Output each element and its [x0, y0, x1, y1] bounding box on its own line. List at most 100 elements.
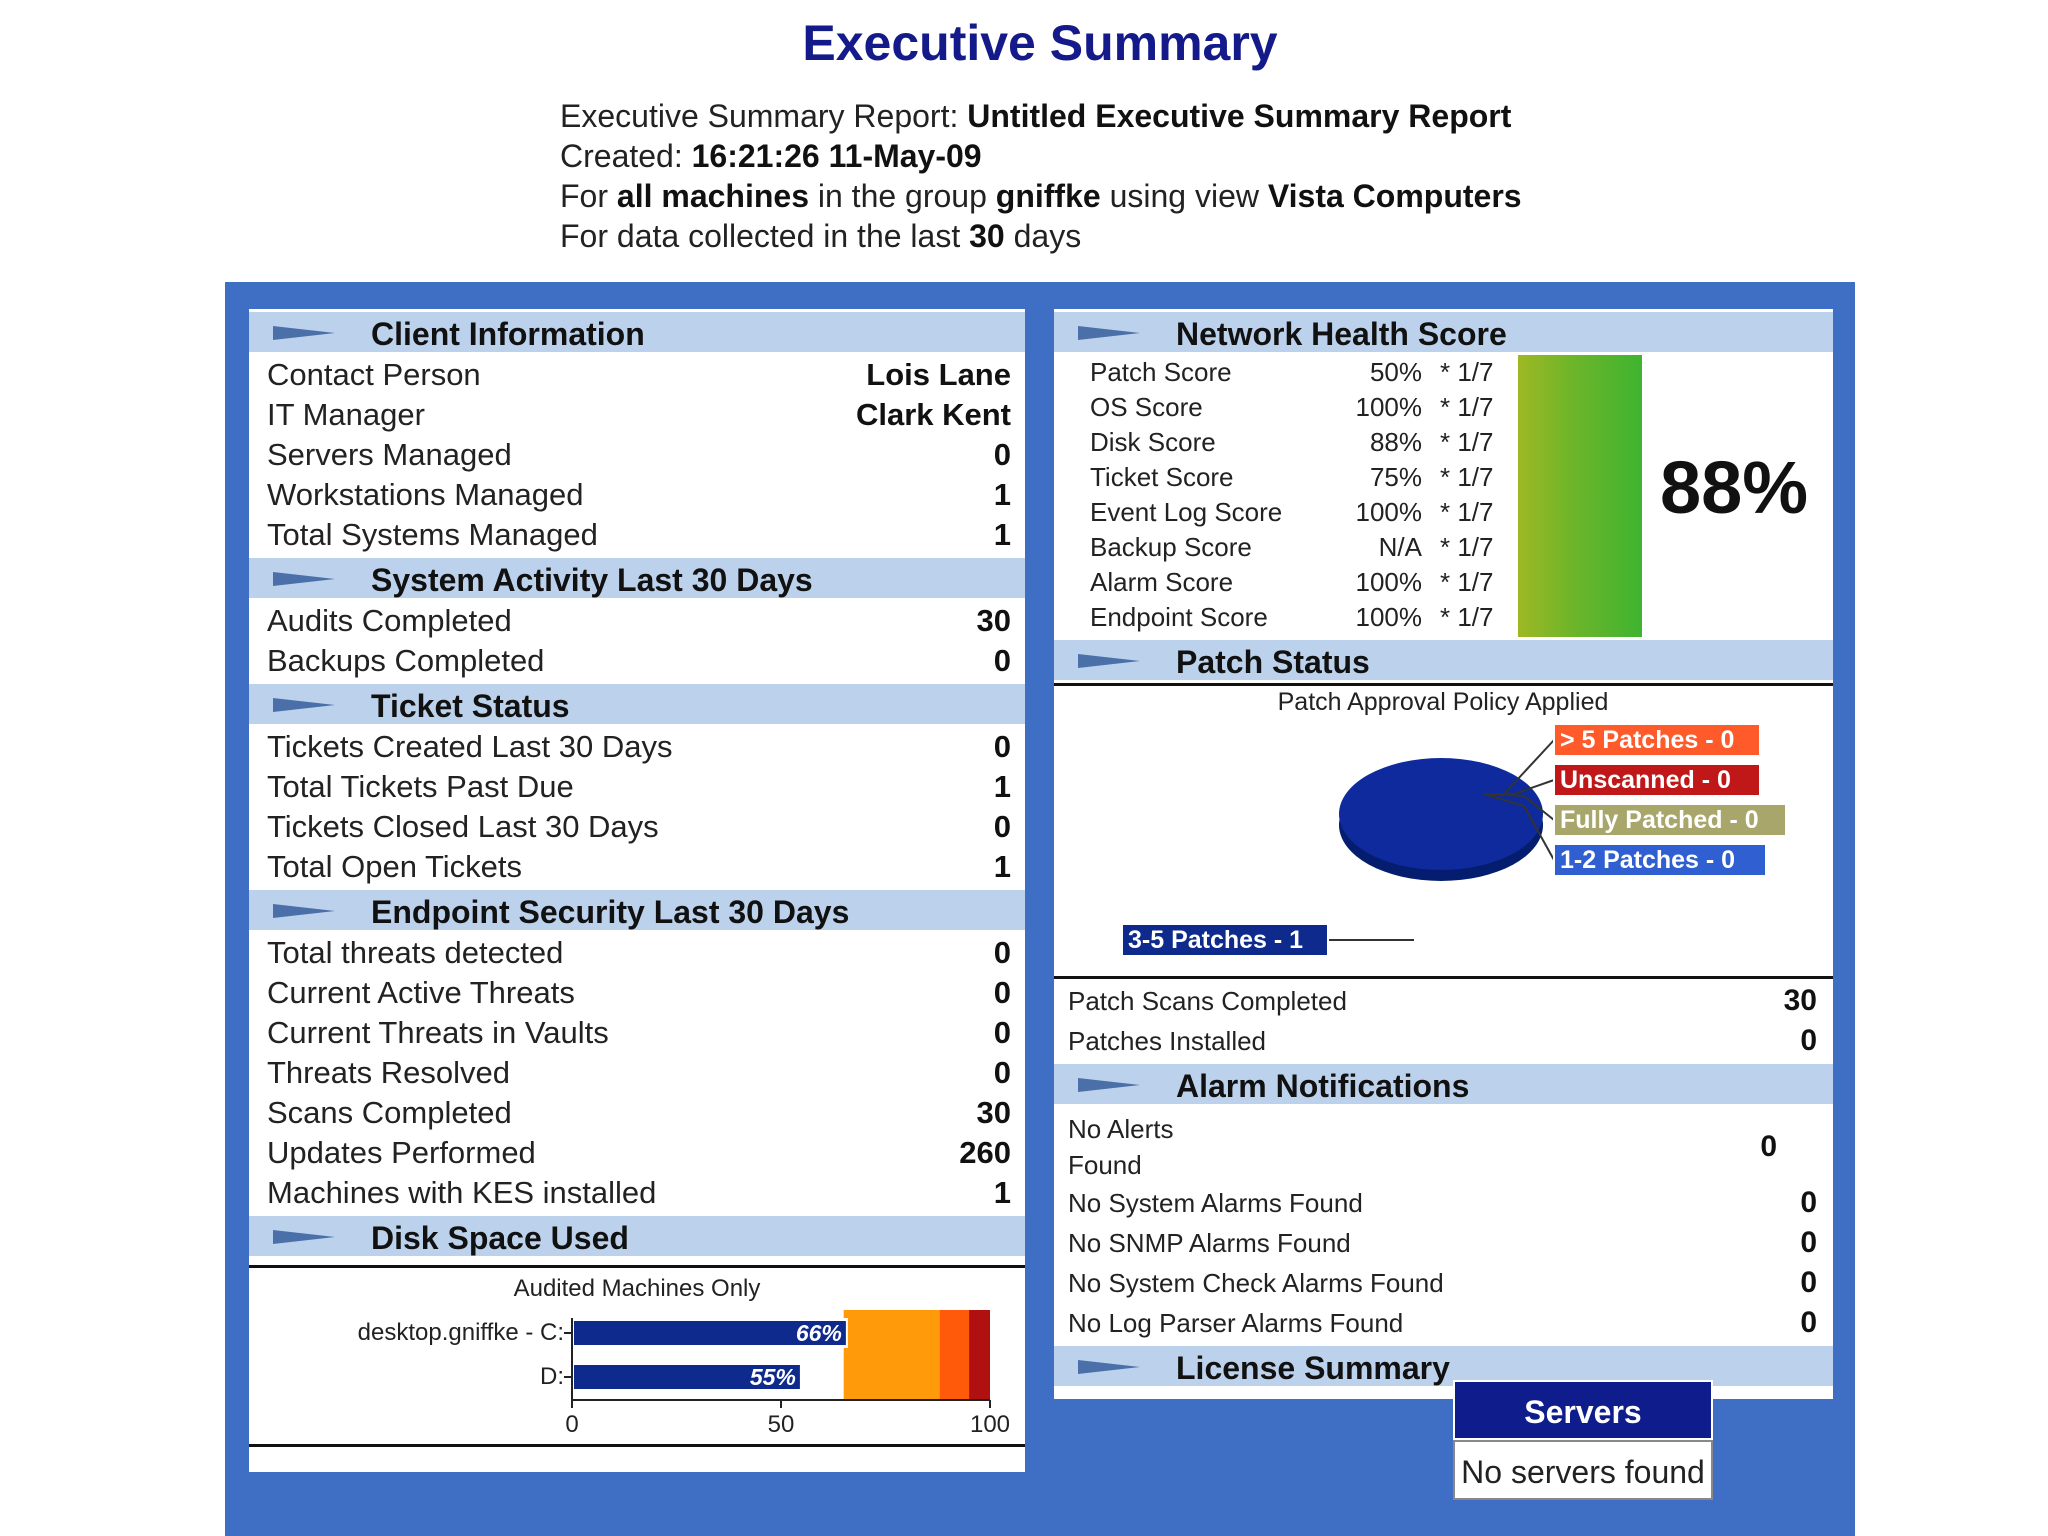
list-item: Scans Completed 30 [267, 1095, 1011, 1130]
client-info-rows: Contact Person Lois Lane IT Manager Clark … [249, 355, 1025, 555]
leader-line [1483, 793, 1555, 821]
patch-pie-svg: Patch Approval Policy Applied > 5 Patche… [1121, 688, 1787, 957]
list-item: Threats Resolved 0 [267, 1055, 1011, 1090]
report-line: Executive Summary Report: Untitled Execu… [560, 98, 1512, 134]
legend-box [1553, 803, 1787, 837]
disk-bar-value: 66% [796, 1320, 842, 1346]
collected-line: For data collected in the last 30 days [560, 218, 1082, 254]
legend-label: Unscanned - 0 [1560, 766, 1731, 794]
disk-ticks: 0 50 100 [564, 1332, 1010, 1438]
created-line: Created: 16:21:26 11-May-09 [560, 138, 982, 174]
arrow-icon [1078, 1078, 1140, 1092]
list-item: Current Active Threats 0 [267, 975, 1011, 1010]
endpoint-security-rows: Total threats detected 0 Current Active T… [249, 933, 1025, 1213]
list-item: Total Systems Managed 1 [267, 517, 1011, 552]
legend-label: > 5 Patches - 0 [1560, 726, 1734, 754]
x-tick-label: 100 [970, 1411, 1010, 1438]
servers-header: Servers [1453, 1380, 1713, 1440]
disk-band [969, 1310, 990, 1400]
ticket-status-header: Ticket Status [249, 681, 1025, 727]
arrow-icon [273, 904, 335, 918]
list-item: Updates Performed 260 [267, 1135, 1011, 1170]
arrow-icon [273, 572, 335, 586]
system-activity-header: System Activity Last 30 Days [249, 555, 1025, 601]
report-name: Untitled Executive Summary Report [967, 98, 1512, 134]
patch-chart-title: Patch Approval Policy Applied [1278, 688, 1609, 716]
disk-chart-title: Audited Machines Only [514, 1275, 761, 1302]
score-row: Patch Score 50% * 1/7 [1090, 357, 1494, 387]
arrow-icon [1078, 654, 1140, 668]
disk-space-header: Disk Space Used [249, 1213, 1025, 1259]
scope-line: For all machines in the group gniffke us… [560, 178, 1522, 214]
score-row: Backup Score N/A * 1/7 [1090, 532, 1494, 562]
left-column: Client Information Contact Person Lois La… [249, 309, 1025, 1472]
ticket-status-rows: Tickets Created Last 30 Days 0 Total Tick… [249, 727, 1025, 887]
page-title: Executive Summary [802, 15, 1278, 71]
health-gradient-bar [1518, 355, 1642, 637]
list-item: Current Threats in Vaults 0 [267, 1015, 1011, 1050]
list-item: No Log Parser Alarms Found 0 [1068, 1306, 1817, 1339]
list-item: Tickets Created Last 30 Days 0 [267, 729, 1011, 764]
legend-label: 1-2 Patches - 0 [1560, 846, 1735, 874]
arrow-icon [273, 1230, 335, 1244]
legend-box [1553, 763, 1761, 797]
x-tick-label: 50 [768, 1411, 795, 1438]
list-item: Machines with KES installed 1 [267, 1175, 1011, 1210]
alarm-notifications-header: Alarm Notifications [1054, 1061, 1833, 1107]
disk-bars: 66%55% [572, 1318, 848, 1392]
disk-bar [574, 1365, 800, 1389]
legend-box [1553, 723, 1761, 757]
disk-bar-label: desktop.gniffke - C: [358, 1319, 564, 1346]
score-row: Alarm Score 100% * 1/7 [1090, 567, 1494, 597]
list-item: Patches Installed 0 [1068, 1024, 1817, 1057]
list-item: Tickets Closed Last 30 Days 0 [267, 809, 1011, 844]
client-info-header: Client Information [249, 309, 1025, 355]
alarm-rows: No Alerts Found 0 No System Alarms Found… [1054, 1107, 1833, 1343]
pie-slices [1339, 758, 1543, 881]
patch-status-header: Patch Status [1054, 637, 1833, 683]
arrow-icon [1078, 326, 1140, 340]
list-item: IT Manager Clark Kent [267, 397, 1011, 432]
score-row: Endpoint Score 100% * 1/7 [1090, 602, 1494, 632]
right-column: Network Health Score Patch Score 50% * 1/7… [1054, 309, 1833, 1399]
list-item: Total Tickets Past Due 1 [267, 769, 1011, 804]
system-activity-rows: Audits Completed 30 Backups Completed 0 [249, 601, 1025, 681]
list-item: No SNMP Alarms Found 0 [1068, 1226, 1817, 1259]
license-summary-header: License Summary [1054, 1343, 1833, 1389]
list-item: Total Open Tickets 1 [267, 849, 1011, 884]
list-item: Contact Person Lois Lane [267, 357, 1011, 392]
legend-box [1121, 923, 1329, 957]
arrow-icon [273, 698, 335, 712]
legend-box [1553, 843, 1767, 877]
leader-lines [1328, 739, 1555, 941]
list-item: No System Alarms Found 0 [1068, 1186, 1817, 1219]
list-item: No Alerts Found 0 [1068, 1114, 1777, 1180]
disk-space-chart: Audited Machines Only 66% 55% 0 50 100 desk… [249, 1265, 1025, 1447]
pie-slice [1339, 758, 1543, 870]
score-row: Ticket Score 75% * 1/7 [1090, 462, 1494, 492]
report-panel: Client Information Contact Person Lois La… [225, 282, 1855, 1536]
patch-legend: > 5 Patches - 0 Unscanned - 0 Fully Patche… [1121, 723, 1787, 957]
list-item: Backups Completed 0 [267, 643, 1011, 678]
patch-status-rows: Patch Scans Completed 30 Patches Installe… [1054, 979, 1833, 1061]
arrow-icon [273, 326, 335, 340]
disk-space-svg: Audited Machines Only 66%55% 0 50 100 desk… [358, 1275, 1010, 1438]
list-item: Total threats detected 0 [267, 935, 1011, 970]
endpoint-security-header: Endpoint Security Last 30 Days [249, 887, 1025, 933]
list-item: Audits Completed 30 [267, 603, 1011, 638]
created-value: 16:21:26 11-May-09 [691, 138, 982, 174]
score-row: Disk Score 88% * 1/7 [1090, 427, 1494, 457]
disk-bar-value: 55% [750, 1364, 796, 1390]
network-health-header: Network Health Score [1054, 309, 1833, 355]
report-meta: Executive Summary Report: Untitled Execu… [560, 96, 1522, 256]
disk-bands [843, 1310, 990, 1400]
disk-bar [574, 1321, 846, 1345]
x-tick-label: 0 [565, 1411, 578, 1438]
view-name: Vista Computers [1267, 178, 1522, 214]
score-row: Event Log Score 100% * 1/7 [1090, 497, 1494, 527]
servers-value: No servers found [1453, 1440, 1713, 1500]
leader-line [1483, 793, 1555, 861]
disk-band [939, 1310, 970, 1400]
patch-status-chart: Patch Approval Policy Applied > 5 Patche… [1054, 683, 1833, 979]
